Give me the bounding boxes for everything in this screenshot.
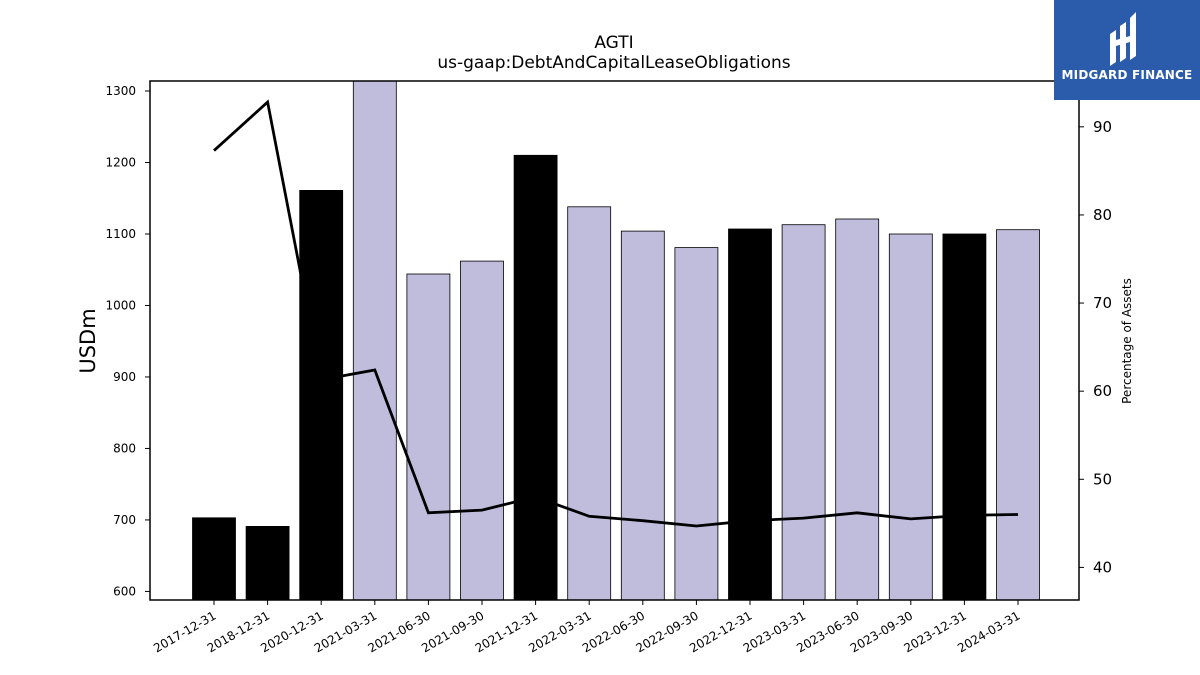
y-tick-label: 1000 <box>105 298 136 312</box>
y-tick-label: 1300 <box>105 84 136 98</box>
bar-2023-09-30 <box>888 233 933 601</box>
y-axis-right: 40 50 60 70 80 90 <box>1079 118 1112 576</box>
percentage-line <box>213 99 1019 528</box>
bar-2022-03-31 <box>567 206 612 601</box>
chart-subtitle: us-gaap:DebtAndCapitalLeaseObligations <box>437 53 790 73</box>
bar-2020-12-31 <box>299 189 344 601</box>
bar-2022-12-31 <box>728 228 772 601</box>
y-axis-left: 600 700 800 900 1000 1100 1200 1300 <box>105 84 150 598</box>
bar-2021-06-30 <box>406 273 451 601</box>
y-tick-label: 1100 <box>105 227 136 241</box>
line-series <box>213 99 1019 528</box>
y2-axis-label: Percentage of Assets <box>1120 278 1134 404</box>
y2-tick-label: 90 <box>1093 118 1112 136</box>
bar-2021-03-31 <box>352 80 397 601</box>
bar-2022-09-30 <box>674 247 719 601</box>
bar-2018-12-31 <box>245 526 290 601</box>
y-tick-label: 1200 <box>105 155 136 169</box>
y-tick-label: 900 <box>113 370 136 384</box>
y-axis-label: USDm <box>76 308 100 373</box>
bar-2022-06-30 <box>620 230 665 601</box>
y2-tick-label: 60 <box>1093 382 1112 400</box>
logo-mark-icon <box>1054 0 1200 100</box>
y2-tick-label: 50 <box>1093 470 1112 488</box>
bar-2023-03-31 <box>781 224 826 601</box>
y-tick-label: 600 <box>113 584 136 598</box>
bar-2021-09-30 <box>460 260 504 601</box>
y2-tick-label: 70 <box>1093 294 1112 312</box>
bar-2024-03-31 <box>996 229 1040 601</box>
y2-tick-label: 80 <box>1093 206 1112 224</box>
bar-2017-12-31 <box>192 517 236 601</box>
x-axis: 2017-12-312018-12-312020-12-312021-03-31… <box>151 600 1023 655</box>
plot-frame <box>149 80 1080 601</box>
y-tick-label: 800 <box>113 441 136 455</box>
midgard-finance-logo: MIDGARD FINANCE <box>1054 0 1200 100</box>
chart-title: AGTI <box>594 33 633 53</box>
y2-tick-label: 40 <box>1093 558 1112 576</box>
logo-text: MIDGARD FINANCE <box>1061 68 1193 82</box>
bar-2021-12-31 <box>513 154 558 601</box>
bar-2023-12-31 <box>942 233 987 601</box>
bar-2023-06-30 <box>835 218 880 601</box>
y-tick-label: 700 <box>113 513 136 527</box>
bar-series <box>192 80 1040 601</box>
